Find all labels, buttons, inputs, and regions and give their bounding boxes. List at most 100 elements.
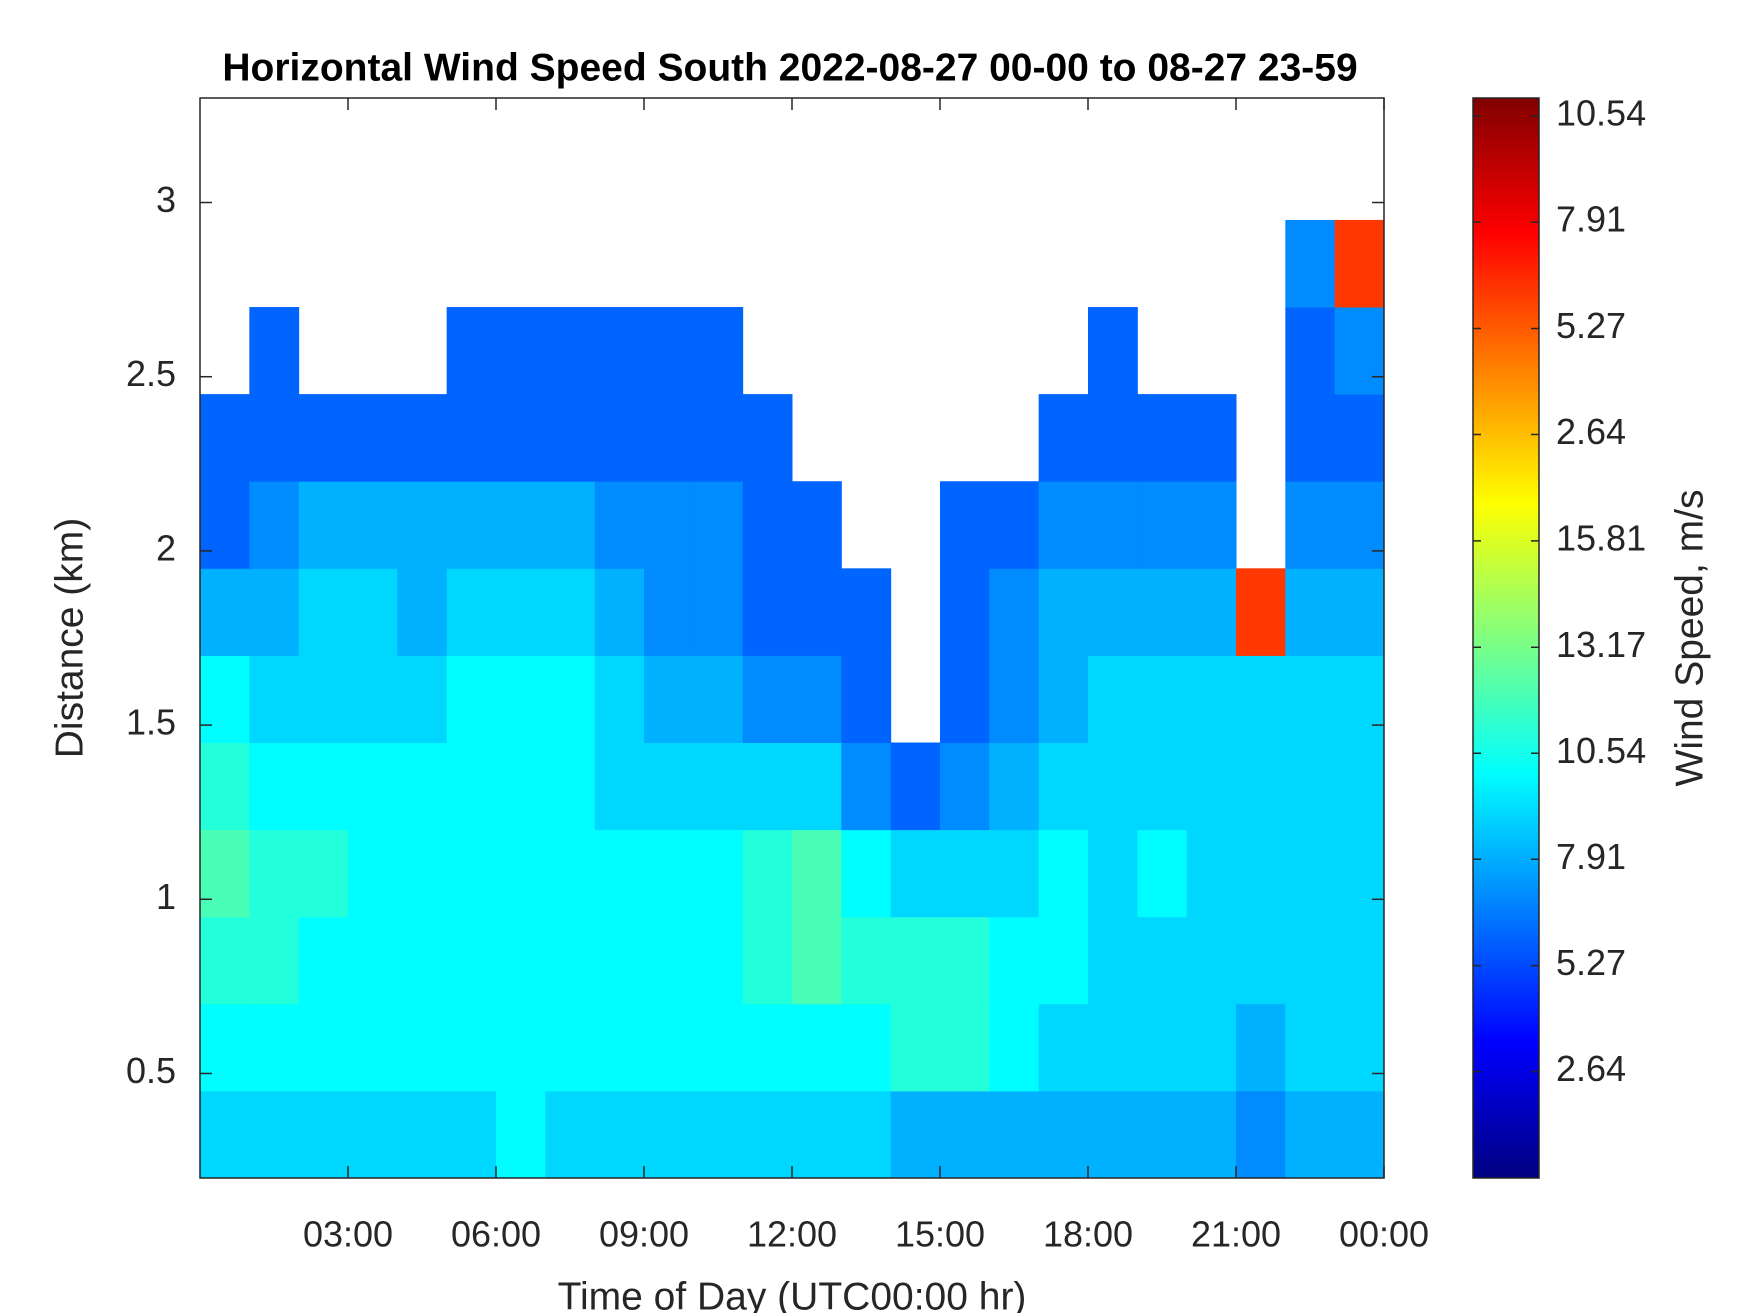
x-tick-label: 06:00	[451, 1214, 541, 1255]
heatmap-cell	[1137, 1090, 1188, 1179]
colorbar-tick-label: 5.27	[1556, 942, 1626, 983]
heatmap-cell	[200, 481, 250, 569]
heatmap-cell	[446, 568, 497, 656]
heatmap-cell	[1038, 1003, 1089, 1092]
heatmap-cell	[397, 829, 448, 918]
heatmap-cell	[1236, 916, 1286, 1005]
heatmap-cell	[644, 307, 694, 395]
heatmap-cell	[742, 1003, 793, 1092]
heatmap-cell	[693, 655, 744, 744]
heatmap-cell	[1236, 568, 1286, 656]
heatmap-cell	[594, 1090, 645, 1179]
heatmap-cell	[594, 481, 645, 569]
heatmap-cell	[1334, 1003, 1385, 1092]
heatmap-cell	[348, 1090, 398, 1179]
heatmap-cell	[397, 916, 448, 1005]
heatmap-cell	[693, 1003, 744, 1092]
heatmap-cell	[1285, 307, 1336, 395]
heatmap-cell	[1285, 829, 1336, 918]
heatmap-cell	[1038, 916, 1089, 1005]
heatmap-cell	[1236, 1003, 1286, 1092]
heatmap-cell	[1088, 829, 1138, 918]
heatmap-cell	[1236, 829, 1286, 918]
heatmap-cell	[249, 742, 300, 831]
heatmap-cell	[742, 481, 793, 569]
heatmap-cell	[1186, 916, 1237, 1005]
heatmap-cell	[1285, 655, 1336, 744]
colorbar-tick-label: 7.91	[1556, 836, 1626, 877]
heatmap-cell	[792, 1090, 842, 1179]
heatmap-cell	[841, 568, 892, 656]
heatmap-cell	[693, 307, 744, 395]
heatmap-cell	[693, 568, 744, 656]
heatmap-cell	[890, 916, 941, 1005]
heatmap-cell	[446, 916, 497, 1005]
heatmap-cell	[1334, 742, 1385, 831]
heatmap-cell	[200, 916, 250, 1005]
heatmap-cell	[545, 394, 596, 482]
heatmap-cell	[693, 916, 744, 1005]
heatmap-cell	[1236, 1090, 1286, 1179]
heatmap-cell	[496, 655, 546, 744]
heatmap-cell	[1186, 394, 1237, 482]
heatmap-cell	[989, 829, 1040, 918]
heatmap-cell	[693, 1090, 744, 1179]
heatmap-cell	[397, 481, 448, 569]
heatmap-cell	[1088, 655, 1138, 744]
heatmap-cell	[446, 394, 497, 482]
heatmap-cell	[496, 1090, 546, 1179]
heatmap-cell	[1137, 829, 1188, 918]
heatmap-cell	[644, 829, 694, 918]
heatmap-cell	[200, 568, 250, 656]
heatmap-cell	[792, 742, 842, 831]
heatmap-cell	[397, 394, 448, 482]
heatmap-cell	[1038, 481, 1089, 569]
heatmap-cell	[890, 829, 941, 918]
heatmap-cell	[1137, 394, 1188, 482]
heatmap-cell	[298, 481, 349, 569]
heatmap-cell	[298, 568, 349, 656]
heatmap-cell	[1088, 481, 1138, 569]
heatmap-cell	[397, 1003, 448, 1092]
heatmap-cell	[545, 916, 596, 1005]
heatmap-cell	[693, 742, 744, 831]
heatmap-cell	[792, 829, 842, 918]
colorbar	[1472, 97, 1540, 1179]
heatmap-cell	[496, 829, 546, 918]
heatmap-cell	[496, 481, 546, 569]
heatmap-cell	[594, 307, 645, 395]
heatmap-cell	[249, 1003, 300, 1092]
heatmap-cell	[1334, 916, 1385, 1005]
heatmap-cell	[1038, 655, 1089, 744]
heatmap-cell	[545, 1090, 596, 1179]
heatmap-cell	[348, 742, 398, 831]
heatmap-cell	[792, 568, 842, 656]
heatmap-cell	[298, 655, 349, 744]
heatmap-cell	[397, 742, 448, 831]
heatmap-cell	[594, 916, 645, 1005]
heatmap-cell	[1038, 568, 1089, 656]
heatmap-cell	[1088, 1090, 1138, 1179]
heatmap-cell	[1038, 1090, 1089, 1179]
heatmap-cell	[1285, 742, 1336, 831]
heatmap-cell	[200, 1003, 250, 1092]
heatmap-cell	[348, 829, 398, 918]
heatmap-cell	[1334, 1090, 1385, 1179]
heatmap-cell	[298, 394, 349, 482]
heatmap-cell	[742, 568, 793, 656]
x-tick-label: 00:00	[1339, 1214, 1429, 1255]
heatmap-cell	[1137, 916, 1188, 1005]
heatmap-cell	[940, 481, 990, 569]
heatmap-cell	[1038, 742, 1089, 831]
y-tick-label: 2	[156, 527, 176, 568]
heatmap-cell	[940, 568, 990, 656]
heatmap-cell	[742, 916, 793, 1005]
colorbar-tick-label: 2.64	[1556, 1048, 1626, 1089]
heatmap-cell	[1285, 394, 1336, 482]
heatmap-cell	[841, 829, 892, 918]
heatmap-cell	[792, 916, 842, 1005]
heatmap-cell	[940, 916, 990, 1005]
heatmap-cell	[348, 916, 398, 1005]
heatmap-cell	[1285, 481, 1336, 569]
